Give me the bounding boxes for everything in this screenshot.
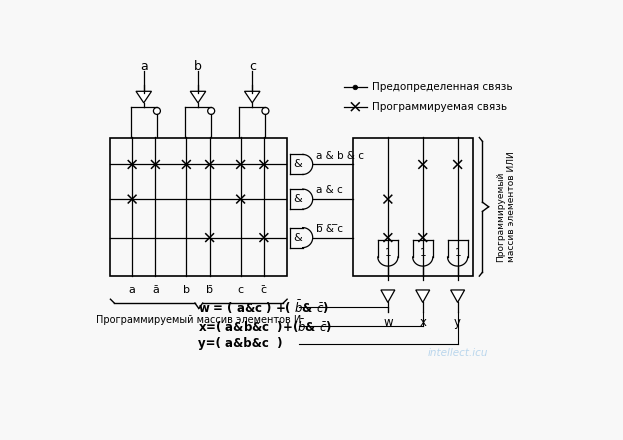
Text: 1: 1 (419, 248, 426, 258)
Text: intellect.icu: intellect.icu (427, 348, 488, 358)
Text: b: b (194, 60, 202, 73)
Text: b̅ & ̅c: b̅ & ̅c (316, 224, 343, 234)
Text: &: & (293, 159, 302, 169)
Circle shape (153, 107, 160, 114)
Text: a & b & c: a & b & c (316, 150, 364, 161)
Text: b̄: b̄ (206, 286, 213, 295)
Bar (110, 137, 287, 276)
Bar (353, 137, 473, 276)
Text: c: c (249, 60, 256, 73)
Text: a: a (129, 286, 136, 295)
Text: Предопределенная связь: Предопределенная связь (373, 82, 513, 92)
Polygon shape (190, 91, 206, 103)
Polygon shape (136, 91, 151, 103)
Text: w = ( a&c ) +( $\bar{b}$& $\bar{c}$): w = ( a&c ) +( $\bar{b}$& $\bar{c}$) (198, 298, 329, 315)
Text: Программируемый
массив элементов ИЛИ: Программируемый массив элементов ИЛИ (497, 151, 516, 262)
Text: 1: 1 (454, 248, 461, 258)
Polygon shape (381, 290, 395, 302)
Polygon shape (416, 290, 430, 302)
Text: y=( a&b&c  ): y=( a&b&c ) (198, 337, 282, 350)
Polygon shape (244, 91, 260, 103)
Polygon shape (450, 290, 465, 302)
Text: a & c: a & c (316, 185, 343, 195)
Circle shape (207, 107, 215, 114)
Text: 1: 1 (384, 248, 391, 258)
Text: &: & (293, 194, 302, 204)
Text: c̄: c̄ (261, 286, 267, 295)
Circle shape (262, 107, 269, 114)
Text: Программируемая связь: Программируемая связь (373, 102, 508, 112)
Text: &: & (293, 233, 302, 242)
Text: c: c (237, 286, 244, 295)
Text: Программируемый массив элементов И: Программируемый массив элементов И (96, 315, 302, 325)
Text: b: b (183, 286, 190, 295)
Circle shape (353, 85, 358, 90)
Text: ā: ā (152, 286, 159, 295)
Text: y: y (454, 316, 461, 329)
Text: w: w (383, 316, 392, 329)
Text: a: a (140, 60, 148, 73)
Text: x: x (419, 316, 426, 329)
Text: x=( a&b&c  )+($\bar{b}$& $\bar{c}$): x=( a&b&c )+($\bar{b}$& $\bar{c}$) (198, 317, 332, 335)
